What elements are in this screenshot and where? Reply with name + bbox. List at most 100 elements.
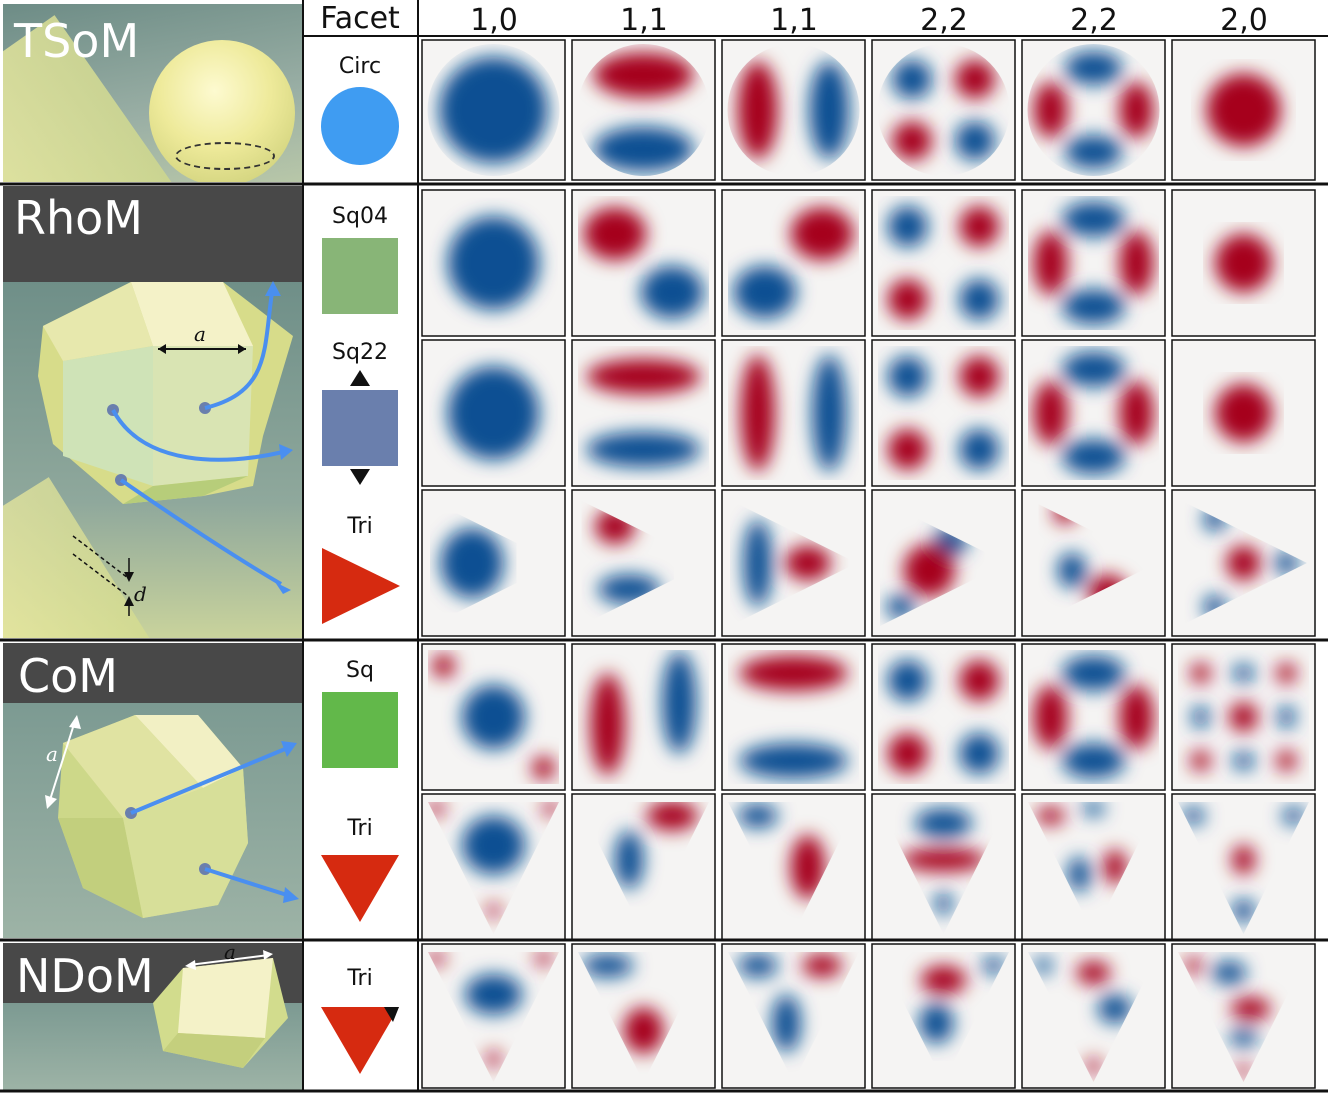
- mode-panel: [1021, 943, 1166, 1089]
- mode-lobe: [1192, 705, 1210, 729]
- mode-lobe: [743, 519, 773, 607]
- rhombicuboctahedron: [38, 281, 293, 616]
- mode-lobe: [1062, 655, 1125, 691]
- mode-lobe: [1033, 684, 1068, 750]
- mode-panel: [1021, 339, 1166, 487]
- mode-panel: [871, 189, 1016, 337]
- mode-lobe: [1214, 383, 1273, 443]
- facet-shape-ndom-tri: [321, 1007, 399, 1074]
- mode-lobe: [1033, 82, 1068, 138]
- mode-lobe: [586, 358, 701, 395]
- mode-lobe: [1033, 380, 1068, 446]
- mode-panel: [1171, 643, 1316, 791]
- facet-arrow-up: [350, 370, 370, 386]
- mode-lobe: [790, 207, 854, 261]
- mode-lobe: [532, 756, 555, 780]
- mode-lobe: [1232, 845, 1255, 875]
- mode-panel: [871, 39, 1016, 181]
- mode-lobe: [432, 654, 455, 678]
- mode-lobe: [887, 733, 928, 774]
- mode-panel: [721, 189, 866, 337]
- mode-lobe: [1190, 750, 1211, 772]
- mode-lobe: [1184, 956, 1203, 975]
- mode-lobe: [1062, 743, 1125, 779]
- mode-panel: [721, 39, 866, 181]
- mode-lobe: [954, 121, 995, 161]
- header-facet: Facet: [320, 1, 400, 36]
- facet-label-circ: Circ: [338, 54, 382, 79]
- mode-panel: [1171, 339, 1316, 487]
- mode-lobe: [1276, 750, 1297, 772]
- mode-panel: [571, 339, 716, 487]
- mode-lobe: [920, 965, 967, 995]
- mode-panel: [721, 339, 866, 487]
- mode-lobe: [462, 684, 525, 750]
- mode-lobe: [1062, 289, 1125, 325]
- mode-lobe: [737, 804, 778, 828]
- mode-panel: [571, 793, 716, 941]
- mode-lobe: [1057, 552, 1087, 588]
- mode-lobe: [447, 366, 540, 460]
- mode-panel: [1171, 943, 1316, 1089]
- mode-lobe: [586, 431, 701, 468]
- mode-lobe: [733, 265, 797, 319]
- facet-marker-ndom: [384, 1007, 399, 1022]
- mode-lobe: [1226, 545, 1261, 581]
- mode-lobe: [812, 354, 847, 472]
- mode-lobe: [534, 952, 553, 966]
- mode-panel: [1021, 643, 1166, 791]
- facet-shape-circ: [321, 87, 399, 165]
- tsom-render: [3, 4, 303, 182]
- mode-lobe: [934, 891, 953, 916]
- mode-lobe: [1236, 1063, 1251, 1078]
- mode-lobe: [1119, 82, 1154, 138]
- mode-panel: [1021, 39, 1166, 181]
- mode-lobe: [440, 527, 504, 599]
- mode-lobe: [1214, 233, 1273, 293]
- mode-panel: [1021, 489, 1166, 637]
- mode-lobe: [1067, 856, 1091, 892]
- row-title-com: CoM: [18, 649, 118, 703]
- mode-lobe: [1119, 380, 1154, 446]
- mode-lobe: [1119, 230, 1154, 296]
- mode-lobe: [1212, 961, 1247, 985]
- edge-symbol-ndom: a: [224, 940, 236, 964]
- mode-panel: [1171, 189, 1316, 337]
- mode-lobe: [959, 660, 1000, 701]
- edge-symbol-com: a: [46, 742, 58, 766]
- mode-lobe: [784, 545, 831, 581]
- facet-label-com-tri: Tri: [347, 816, 373, 841]
- mode-panel: [721, 489, 866, 637]
- mode-lobe: [1082, 802, 1105, 816]
- mode-lobe: [662, 651, 697, 754]
- mode-panel: [871, 943, 1016, 1089]
- mode-lobe: [623, 1007, 664, 1054]
- mode-lobe: [1274, 551, 1298, 575]
- mode-lobe: [887, 356, 928, 397]
- mode-panel: [421, 339, 566, 487]
- mode-lobe: [887, 206, 928, 247]
- mode-lobe: [892, 59, 933, 99]
- mode-lobe: [593, 52, 694, 98]
- mode-lobe: [1232, 899, 1255, 923]
- mode-panel: [571, 189, 716, 337]
- mode-lobe: [447, 216, 540, 310]
- mode-lobe: [772, 994, 801, 1052]
- mode-lobe: [1064, 51, 1123, 85]
- mode-lobe: [1036, 807, 1065, 825]
- row-title-rhom: RhoM: [14, 191, 143, 245]
- mode-lobe: [1277, 705, 1295, 729]
- mode-lobe: [590, 673, 625, 776]
- facet-shape-com-tri: [321, 855, 399, 922]
- mode-lobe: [1064, 135, 1123, 169]
- facet-shape-sq22: [322, 390, 398, 466]
- mode-lobe: [1103, 849, 1127, 885]
- mode-lobe: [903, 544, 955, 597]
- mode-panel: [871, 643, 1016, 791]
- facet-label-sq: Sq: [346, 658, 374, 683]
- mode-lobe: [462, 815, 525, 875]
- facet-label-sq22: Sq22: [332, 340, 388, 365]
- mode-lobe: [1062, 439, 1125, 475]
- mode-lobe: [887, 660, 928, 701]
